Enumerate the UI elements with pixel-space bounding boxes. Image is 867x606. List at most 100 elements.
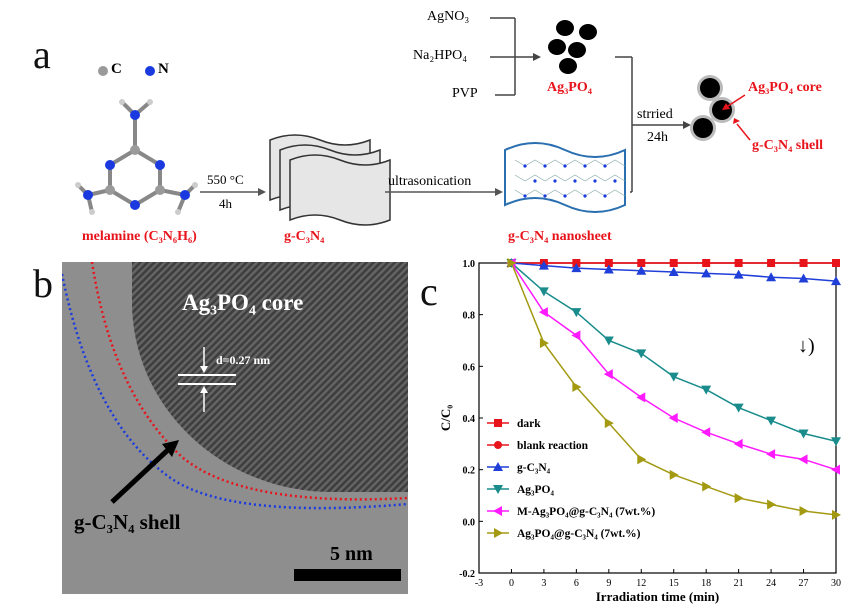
x-tick-label: 6	[574, 578, 579, 589]
d-spacing-label: d=0.27 nm	[216, 353, 271, 367]
data-point	[832, 259, 840, 267]
core-label: Ag₃PO₄ core	[748, 80, 822, 95]
legend-c-label: C	[111, 61, 122, 77]
data-point	[507, 258, 517, 268]
data-point	[571, 330, 581, 341]
data-point	[538, 260, 549, 270]
data-point	[767, 499, 777, 510]
data-point	[733, 403, 744, 413]
data-point	[637, 454, 647, 465]
data-point	[702, 259, 711, 267]
panel-c-letter: c	[420, 269, 438, 314]
x-tick-label: 18	[701, 578, 711, 589]
y-tick-label: 0.4	[463, 414, 476, 425]
data-point	[669, 259, 678, 267]
y-tick-label: 0.2	[463, 466, 476, 477]
data-point	[701, 385, 712, 395]
legend-label: M-Ag₃PO₄@g-C₃N₄ (7wt.%)	[517, 506, 655, 518]
data-point	[766, 272, 777, 282]
data-point	[767, 259, 776, 267]
data-point	[799, 506, 809, 516]
data-point	[538, 287, 549, 297]
data-point	[571, 308, 582, 318]
data-point	[831, 276, 841, 286]
x-tick-label: 24	[766, 578, 776, 589]
data-point	[798, 454, 808, 465]
cond-time: 4h	[219, 196, 232, 211]
legend-label: Ag₃PO₄	[517, 484, 554, 496]
x-tick-label: 3	[541, 578, 546, 589]
reagent-bracket	[490, 17, 533, 96]
data-point	[636, 349, 647, 359]
data-point	[669, 469, 679, 480]
data-point	[798, 429, 809, 439]
y-tick-label: 0.6	[463, 362, 476, 373]
data-point	[702, 481, 712, 492]
scale-label: 5 nm	[330, 543, 373, 565]
legend-label: blank reaction	[517, 440, 589, 452]
y-tick-label: 0.8	[463, 311, 476, 322]
legend-marker	[494, 419, 502, 427]
x-tick-label: 30	[831, 578, 841, 589]
data-point	[571, 263, 582, 273]
data-point	[733, 269, 744, 279]
tem-shell-label: g-C₃N₄ shell	[74, 510, 181, 534]
stirred-label: strried	[637, 107, 673, 122]
data-point	[668, 413, 678, 423]
legend-label: g-C₃N₄	[517, 462, 551, 474]
scale-bar	[294, 569, 401, 581]
data-point	[701, 268, 712, 278]
data-point	[636, 392, 646, 403]
data-point	[572, 259, 581, 267]
chart-annotation: ↓)	[798, 335, 815, 357]
x-tick-label: 0	[509, 578, 514, 589]
y-axis-label: C/C₀	[438, 405, 453, 431]
data-point	[733, 438, 743, 449]
data-point	[734, 259, 743, 267]
combine-bracket	[615, 56, 683, 193]
agpo-label: Ag₃PO₄	[547, 80, 592, 95]
melamine-label: melamine (C₃N₆H₆)	[82, 229, 197, 244]
x-axis-label: Irradiation time (min)	[596, 589, 719, 604]
melamine-molecule-icon	[75, 99, 198, 215]
legend-marker	[493, 485, 503, 494]
data-point	[831, 464, 840, 475]
panel-b-letter: b	[33, 261, 53, 306]
panel-a-letter: a	[33, 32, 51, 77]
legend-marker	[493, 506, 502, 516]
legend-marker	[494, 441, 502, 449]
data-point	[831, 437, 841, 447]
reagent-na2hpo4: Na₂HPO₄	[413, 48, 468, 63]
reagent-agno3: AgNO₃	[427, 9, 470, 24]
x-tick-label: 12	[636, 578, 646, 589]
series-line-4	[510, 262, 837, 471]
tem-overlay	[62, 262, 408, 510]
y-tick-label: 0.0	[463, 517, 476, 528]
cond-temp: 550 °C	[207, 172, 244, 187]
data-point	[766, 449, 776, 460]
legend-marker	[493, 462, 503, 471]
series-line-3	[510, 262, 837, 442]
x-tick-label: 9	[606, 578, 611, 589]
x-tick-label: -3	[475, 578, 483, 589]
legend-label: Ag₃PO₄@g-C₃N₄ (7wt.%)	[517, 528, 641, 540]
y-tick-label: -0.2	[459, 569, 475, 580]
data-point	[603, 336, 614, 346]
legend-n-label: N	[158, 61, 169, 77]
data-point	[604, 418, 614, 429]
carbon-atom-icon	[98, 66, 108, 76]
x-tick-label: 21	[734, 578, 744, 589]
stir-time-label: 24h	[647, 130, 668, 145]
y-tick-label: 1.0	[463, 259, 476, 270]
data-point	[798, 273, 809, 283]
gcn-sheets-icon	[269, 134, 391, 226]
data-point	[603, 369, 613, 380]
data-point	[637, 259, 646, 267]
data-point	[539, 338, 549, 349]
tem-core-label: Ag₃PO₄ core	[182, 290, 304, 315]
data-point	[604, 259, 613, 267]
data-point	[603, 264, 614, 274]
data-point	[572, 382, 582, 392]
data-point	[832, 509, 841, 520]
data-point	[668, 372, 679, 382]
